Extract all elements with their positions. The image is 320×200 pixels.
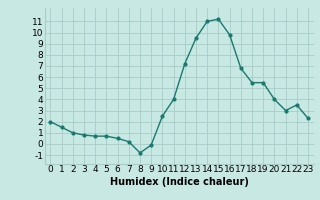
X-axis label: Humidex (Indice chaleur): Humidex (Indice chaleur) [110, 177, 249, 187]
